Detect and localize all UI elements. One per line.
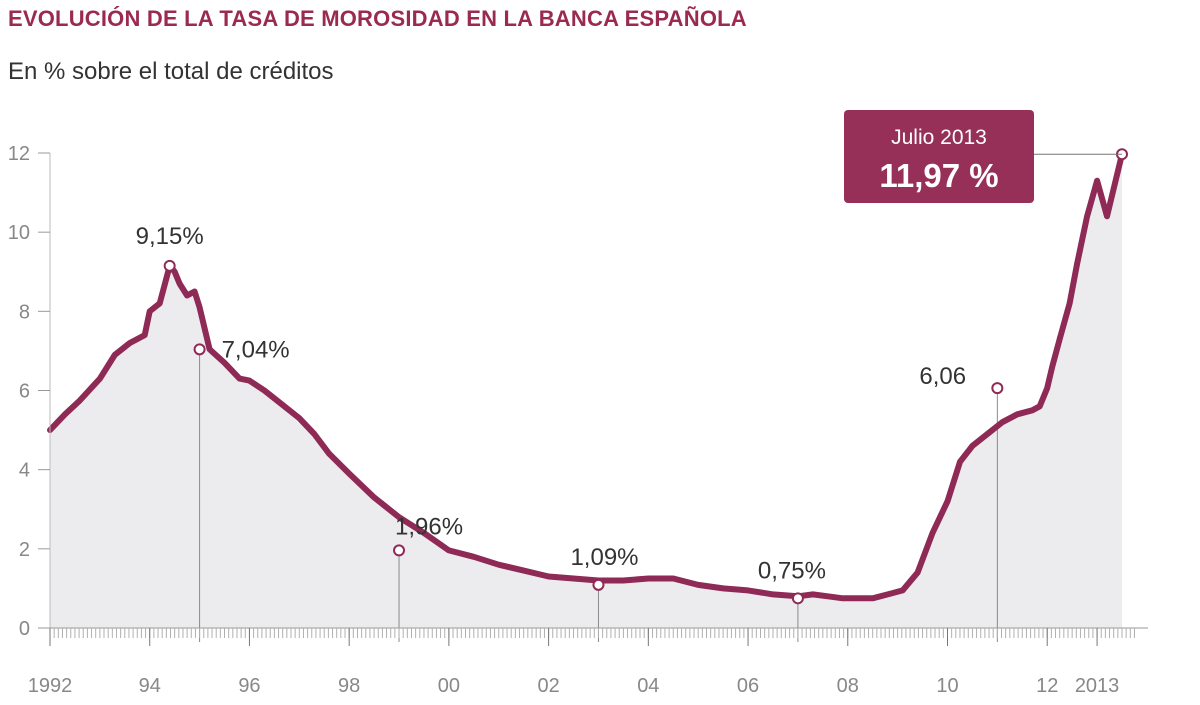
data-label: 6,06	[919, 363, 966, 390]
data-label: 1,96%	[395, 513, 463, 540]
data-point-marker	[193, 343, 206, 356]
callout-date: Julio 2013	[891, 126, 987, 149]
y-tick-label: 2	[19, 539, 30, 561]
y-tick-label: 8	[19, 301, 30, 323]
data-point-marker	[991, 382, 1004, 395]
area-fill	[50, 154, 1122, 628]
data-label: 1,09%	[570, 544, 638, 571]
x-tick-label: 00	[438, 675, 460, 697]
x-tick-label: 02	[537, 675, 559, 697]
y-tick-label: 12	[8, 143, 30, 165]
x-tick-label: 04	[637, 675, 659, 697]
x-tick-label: 12	[1036, 675, 1058, 697]
x-tick-label: 98	[338, 675, 360, 697]
data-point-marker	[393, 544, 406, 557]
data-label: 9,15%	[136, 223, 204, 250]
annotations: 9,15% 7,04% 1,96% 1,09% 0,75% 6,06	[136, 148, 1128, 605]
x-tick-label: 08	[837, 675, 859, 697]
data-label: 7,04%	[222, 336, 290, 363]
y-axis: 0 2 4 6 8 10 12	[8, 143, 51, 640]
callout: Julio 2013 11,97 %	[844, 110, 1122, 203]
callout-value: 11,97 %	[879, 157, 998, 194]
x-tick-label: 06	[737, 675, 759, 697]
callout-box	[844, 110, 1034, 203]
y-tick-label: 4	[19, 460, 30, 482]
y-tick-label: 0	[19, 618, 30, 640]
y-tick-label: 10	[8, 222, 30, 244]
data-label: 0,75%	[758, 557, 826, 584]
data-point-marker	[592, 578, 605, 591]
x-tick-label: 1992	[28, 675, 73, 697]
chart-title: EVOLUCIÓN DE LA TASA DE MOROSIDAD EN LA …	[8, 6, 747, 31]
x-tick-label: 96	[238, 675, 260, 697]
x-tick-label: 10	[936, 675, 958, 697]
data-point-marker	[791, 592, 804, 605]
x-tick-label: 94	[139, 675, 161, 697]
chart-subtitle: En % sobre el total de créditos	[8, 58, 334, 85]
x-axis: 1992 94 96 98 00 02 04 06 08 10 12 2013	[28, 627, 1148, 697]
x-tick-label: 2013	[1075, 675, 1120, 697]
data-point-marker	[163, 259, 176, 272]
y-tick-label: 6	[19, 381, 30, 403]
